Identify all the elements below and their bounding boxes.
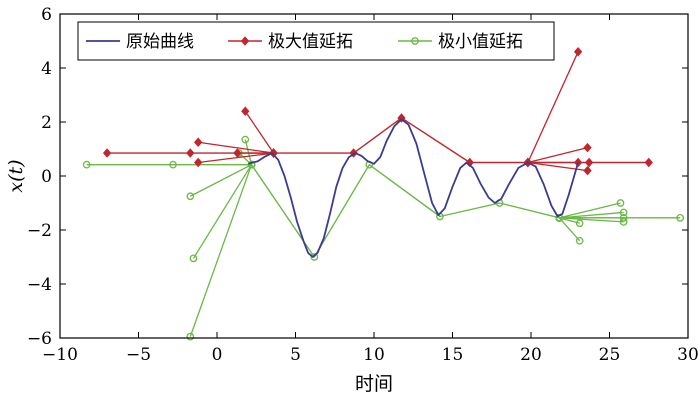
extension-line	[189, 164, 253, 337]
x-axis-title: 时间	[355, 373, 393, 395]
extension-line	[527, 161, 588, 172]
legend-label: 原始曲线	[126, 32, 194, 52]
extension-line	[244, 139, 253, 165]
plot-frame	[59, 13, 689, 339]
extension-line	[559, 211, 624, 219]
x-tick-label: −10	[42, 345, 78, 365]
extension-line	[244, 110, 275, 154]
series-layer	[82, 47, 685, 341]
max-marker	[583, 142, 592, 153]
min-marker	[616, 199, 625, 207]
max-marker	[644, 157, 653, 168]
extension-line	[192, 164, 253, 259]
min-marker	[310, 253, 319, 261]
max-marker	[193, 157, 203, 168]
legend-label: 极大值延拓	[268, 32, 353, 52]
y-axis-title: x(t)	[5, 159, 27, 192]
max-marker	[186, 148, 195, 158]
legend: 原始曲线 极大值延拓 极小值延拓	[77, 21, 555, 61]
min-marker	[186, 332, 195, 341]
min-marker	[575, 236, 584, 245]
x-tick-label: 0	[212, 345, 223, 365]
min-marker	[186, 192, 195, 201]
min-marker	[619, 208, 628, 217]
x-tick-label: 30	[677, 345, 699, 365]
min-marker	[169, 160, 177, 169]
x-tick-label: 10	[363, 345, 385, 365]
max-marker	[269, 148, 278, 158]
extension-line	[527, 51, 579, 163]
x-tick-label: 5	[290, 345, 301, 365]
extension-line	[198, 152, 274, 164]
min-marker	[619, 218, 628, 226]
max-marker	[583, 165, 592, 176]
extension-line	[559, 217, 624, 223]
y-tick-label: 6	[41, 5, 52, 25]
x-tick-label: 20	[520, 345, 542, 365]
min-marker	[247, 160, 256, 169]
extension-line	[558, 217, 581, 242]
y-tick-label: 2	[41, 113, 52, 133]
min-marker	[241, 135, 250, 144]
x-tick-label: 25	[599, 345, 621, 365]
legend-box	[77, 21, 555, 61]
max-marker	[573, 47, 583, 57]
series-1	[102, 47, 653, 176]
series-2	[82, 135, 685, 341]
legend-label: 极小值延拓	[438, 32, 523, 52]
series-line	[248, 118, 579, 258]
min-marker	[82, 160, 91, 169]
max-marker	[102, 148, 112, 158]
max-marker	[193, 137, 203, 148]
min-marker	[189, 254, 198, 263]
max-marker	[240, 36, 250, 46]
min-marker	[411, 37, 419, 45]
max-marker	[584, 157, 594, 168]
ticks-layer: −10 −5 0 5 10 15 20 25 30 −6 −4 −2 0 2 4 6	[27, 5, 699, 365]
series-line	[86, 164, 681, 258]
series-0	[248, 118, 579, 258]
y-tick-label: −4	[27, 275, 52, 295]
y-tick-label: −2	[27, 221, 52, 241]
y-tick-label: 0	[41, 167, 52, 187]
min-marker	[575, 219, 584, 228]
series-line	[107, 117, 649, 164]
extension-line	[527, 147, 588, 164]
x-tick-label: 15	[442, 345, 464, 365]
min-marker	[676, 214, 685, 222]
y-tick-label: 4	[41, 59, 52, 79]
extension-line	[559, 202, 621, 219]
x-tick-label: −5	[126, 345, 151, 365]
extension-line	[190, 164, 252, 197]
extension-line	[198, 141, 274, 154]
y-tick-label: −6	[27, 329, 52, 349]
max-marker	[241, 106, 250, 116]
